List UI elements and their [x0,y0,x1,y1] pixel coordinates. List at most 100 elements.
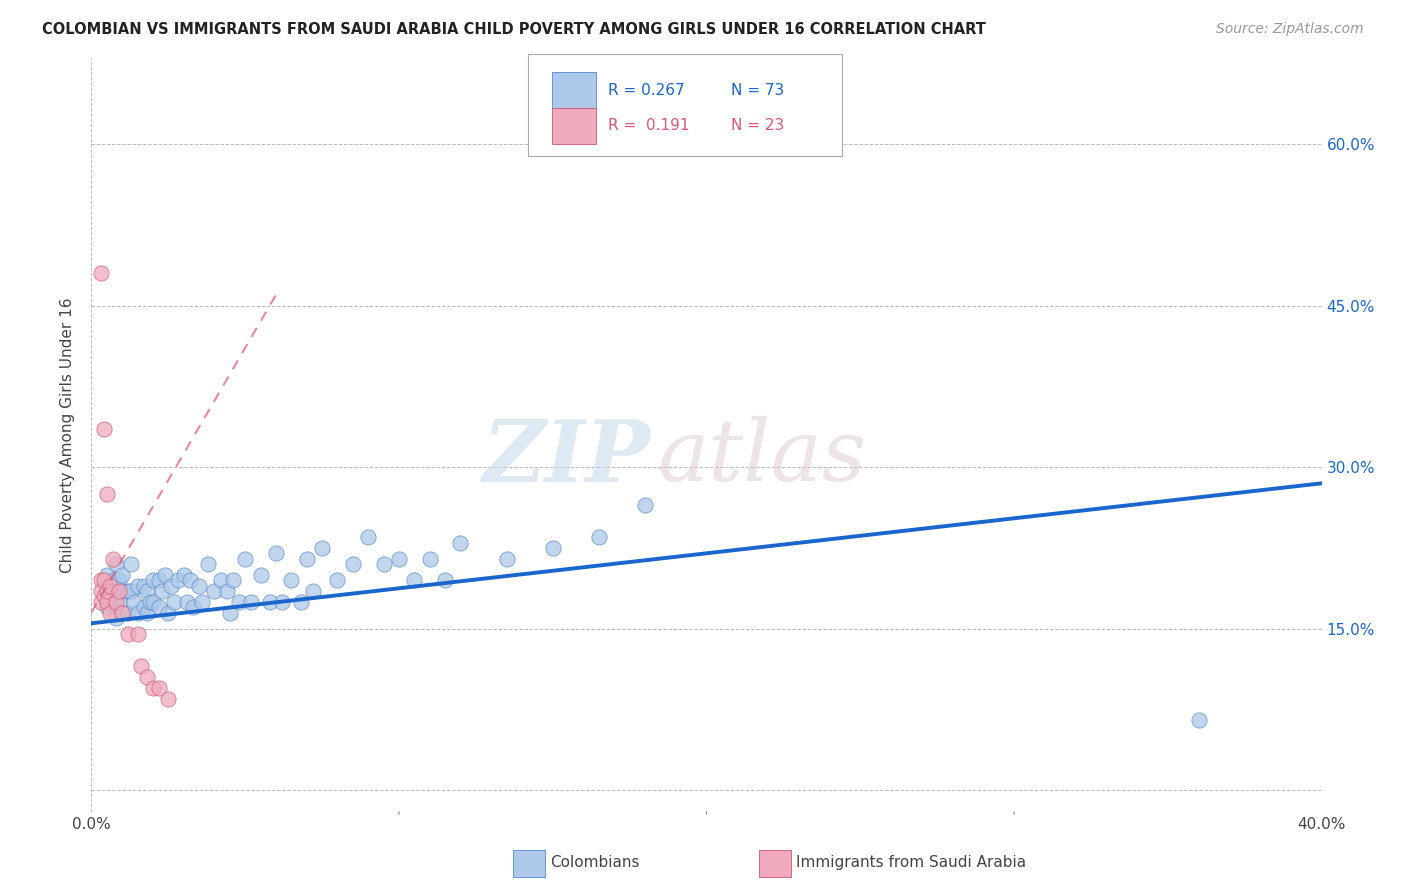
Point [188,579,211,593]
Point [120,557,142,571]
Point [108,584,131,599]
Point [228,595,250,609]
Point [117,606,139,620]
Point [495,551,517,566]
Y-axis label: Child Poverty Among Girls Under 16: Child Poverty Among Girls Under 16 [60,297,76,573]
Text: Source: ZipAtlas.com: Source: ZipAtlas.com [1216,22,1364,37]
Point [132,600,155,615]
Text: COLOMBIAN VS IMMIGRANTS FROM SAUDI ARABIA CHILD POVERTY AMONG GIRLS UNDER 16 COR: COLOMBIAN VS IMMIGRANTS FROM SAUDI ARABI… [42,22,986,37]
Point [209,573,232,587]
Point [191,595,214,609]
Point [139,595,162,609]
FancyBboxPatch shape [551,108,596,144]
Point [290,595,312,609]
Point [132,579,155,593]
Point [157,691,180,706]
Text: Colombians: Colombians [550,855,640,871]
Point [111,606,134,620]
Point [166,573,188,587]
Point [434,573,457,587]
Point [127,579,149,593]
Point [127,606,149,620]
Point [163,595,186,609]
Point [127,627,149,641]
Point [218,606,240,620]
Point [101,595,124,609]
Point [342,557,364,571]
Point [357,530,380,544]
Point [311,541,333,555]
Point [634,498,657,512]
FancyBboxPatch shape [513,850,546,878]
Point [181,600,204,615]
Text: ZIP: ZIP [484,416,651,500]
FancyBboxPatch shape [529,54,842,156]
Point [101,573,124,587]
Point [124,595,146,609]
Point [135,670,157,684]
Point [148,681,170,695]
Point [135,606,157,620]
Point [240,595,263,609]
Point [142,573,165,587]
Point [96,600,118,615]
Point [96,584,118,599]
Point [150,584,173,599]
Point [105,595,127,609]
Point [93,573,115,587]
Point [98,579,121,593]
Point [153,567,177,582]
Point [96,595,118,609]
Point [129,659,152,673]
Point [173,567,195,582]
Point [90,266,112,280]
Point [93,590,115,604]
Point [117,584,139,599]
Point [179,573,201,587]
FancyBboxPatch shape [551,72,596,109]
Point [90,584,112,599]
Text: R =  0.191: R = 0.191 [607,119,689,133]
Point [264,546,287,560]
Point [108,573,131,587]
Point [96,567,118,582]
Point [301,584,323,599]
Point [117,627,139,641]
Point [202,584,225,599]
Point [404,573,426,587]
Point [271,595,294,609]
Point [233,551,256,566]
Point [157,606,180,620]
Point [148,600,170,615]
Point [135,584,157,599]
Text: R = 0.267: R = 0.267 [607,83,685,98]
Point [419,551,441,566]
Point [259,595,281,609]
Point [215,584,238,599]
FancyBboxPatch shape [759,850,792,878]
Point [120,584,142,599]
Text: atlas: atlas [657,417,866,499]
Point [105,611,127,625]
Point [176,595,198,609]
Point [142,681,165,695]
Text: Immigrants from Saudi Arabia: Immigrants from Saudi Arabia [796,855,1026,871]
Point [90,573,112,587]
Point [588,530,610,544]
Point [249,567,271,582]
Point [101,551,124,566]
Text: N = 23: N = 23 [731,119,785,133]
Point [96,487,118,501]
Point [388,551,411,566]
Point [295,551,318,566]
Point [98,606,121,620]
Point [449,535,471,549]
Point [105,584,127,599]
Point [1187,713,1209,727]
Point [222,573,245,587]
Text: N = 73: N = 73 [731,83,785,98]
Point [160,579,183,593]
Point [197,557,219,571]
Point [96,584,118,599]
Point [90,595,112,609]
